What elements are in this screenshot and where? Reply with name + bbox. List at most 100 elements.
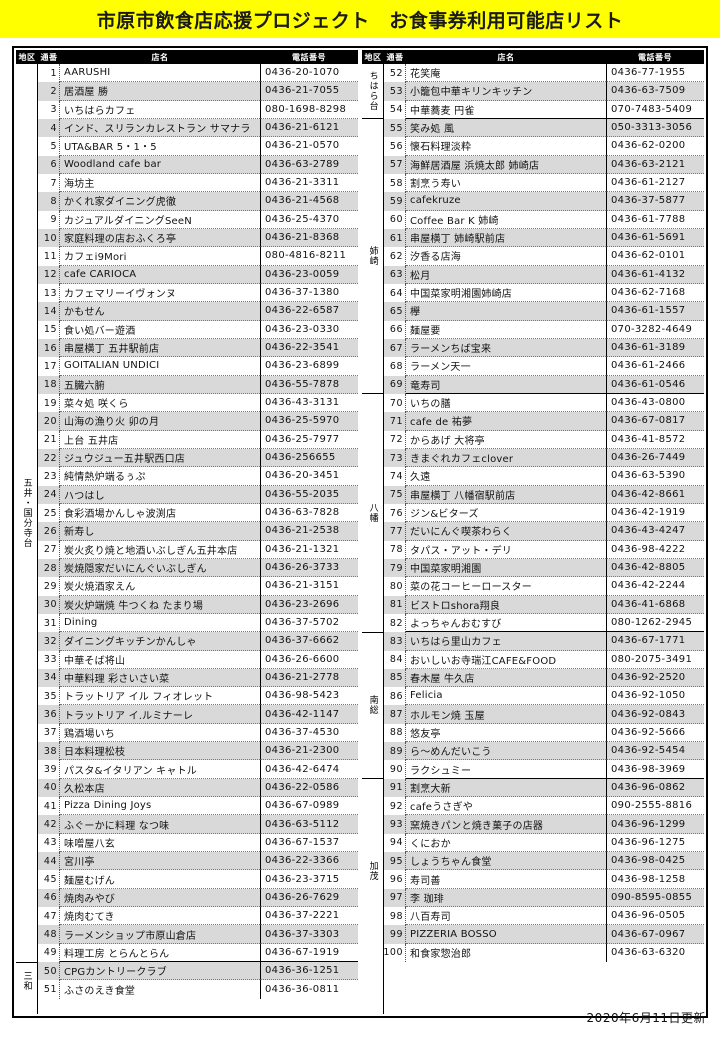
left-table: 地区 通番 店名 電話番号 五井・国分寺台 三和 1 AARUSHI 0436-20-…	[16, 50, 360, 1014]
row-shop-name: 麺屋むげん	[60, 870, 260, 889]
table-row: 86 Felicia 0436-92-1050	[384, 687, 704, 706]
row-phone: 0436-23-0059	[260, 265, 358, 284]
row-phone: 0436-37-1380	[260, 283, 358, 303]
table-row: 19 菜々処 咲くら 0436-43-3131	[38, 393, 358, 413]
row-number: 22	[38, 448, 60, 468]
table-row: 4 インド、スリランカレストラン サマナラ 0436-21-6121	[38, 118, 358, 138]
row-number: 77	[384, 522, 406, 541]
header-number: 通番	[386, 52, 404, 62]
table-row: 95 しょうちゃん食堂 0436-98-0425	[384, 852, 704, 871]
row-shop-name: 食い処バー遊酒	[60, 321, 260, 339]
row-shop-name: しょうちゃん食堂	[406, 852, 606, 871]
row-shop-name: 焼肉むてき	[60, 907, 260, 926]
row-phone: 0436-67-1537	[260, 833, 358, 853]
row-phone: 0436-21-8368	[260, 228, 358, 248]
row-phone: 0436-62-0200	[606, 137, 704, 156]
table-row: 20 山海の漁り火 卯の月 0436-25-5970	[38, 412, 358, 431]
row-phone: 0436-26-7449	[606, 448, 704, 468]
row-phone: 0436-42-1147	[260, 705, 358, 724]
row-shop-name: ラーメンショップ市原山倉店	[60, 925, 260, 944]
row-phone: 0436-21-4568	[260, 192, 358, 211]
row-number: 47	[38, 907, 60, 926]
row-phone: 0436-92-2520	[606, 668, 704, 688]
table-row: 60 Coffee Bar K 姉崎 0436-61-7788	[384, 210, 704, 229]
table-row: 37 鶏酒場いち 0436-37-4530	[38, 723, 358, 743]
row-number: 29	[38, 577, 60, 596]
updated-date: 2020年6月11日更新	[586, 1011, 706, 1025]
table-row: 32 ダイニングキッチンかんしゃ 0436-37-6662	[38, 632, 358, 651]
row-phone: 0436-41-6868	[606, 595, 704, 614]
row-phone: 0436-63-7828	[260, 503, 358, 523]
table-row: 100 和食家惣治郎 0436-63-6320	[383, 943, 704, 963]
table-row: 55 笑み処 風 050-3313-3056	[384, 118, 704, 138]
row-phone: 0436-63-5112	[260, 815, 358, 834]
row-phone: 0436-63-2789	[260, 155, 358, 174]
row-phone: 0436-22-3541	[260, 338, 358, 358]
row-phone: 0436-36-1251	[260, 962, 358, 981]
row-number: 42	[38, 815, 60, 834]
row-number: 21	[38, 430, 60, 449]
row-number: 23	[38, 467, 60, 486]
row-number: 84	[384, 650, 406, 669]
table-row: 7 海坊主 0436-21-3311	[38, 173, 358, 193]
row-phone: 0436-43-3131	[260, 393, 358, 413]
row-shop-name: 宮川亭	[60, 852, 260, 871]
row-number: 100	[383, 943, 406, 963]
row-shop-name: いちの膳	[406, 394, 606, 413]
row-shop-name: 料理工房 とらんとらん	[60, 944, 260, 963]
row-shop-name: 悠友亭	[406, 724, 606, 743]
table-row: 30 炭火炉端焼 牛つくね たまり場 0436-23-2696	[38, 595, 358, 614]
row-phone: 0436-22-6587	[260, 302, 358, 321]
row-number: 32	[38, 632, 60, 651]
row-shop-name: 李 珈琲	[406, 889, 606, 908]
row-shop-name: かもせん	[60, 302, 260, 321]
row-number: 39	[38, 760, 60, 779]
row-shop-name: CPGカントリークラブ	[60, 962, 260, 981]
table-row: 66 麺屋要 070-3282-4649	[384, 320, 704, 339]
table-row: 1 AARUSHI 0436-20-1070	[38, 64, 358, 83]
row-number: 6	[38, 155, 60, 174]
table-row: 78 タパス・アット・デリ 0436-98-4222	[384, 540, 704, 559]
row-number: 80	[384, 577, 406, 596]
table-row: 71 cafe de 祐夢 0436-67-0817	[384, 412, 704, 431]
row-shop-name: カフェマリーイヴォンヌ	[60, 284, 260, 303]
district-label-text: 姉崎	[367, 246, 378, 267]
row-phone: 0436-98-5423	[260, 687, 358, 706]
table-row: 16 串屋横丁 五井駅前店 0436-22-3541	[38, 338, 358, 358]
row-shop-name: だいにんぐ喫茶わらく	[406, 522, 606, 541]
row-phone: 0436-21-6121	[260, 118, 358, 138]
row-shop-name: 割烹う寿い	[406, 174, 606, 193]
row-phone: 0436-96-0862	[606, 778, 704, 798]
table-row: 10 家庭料理の店おふくろ亭 0436-21-8368	[38, 228, 358, 248]
table-row: 97 李 珈琲 090-8595-0855	[384, 888, 704, 908]
table-row: 58 割烹う寿い 0436-61-2127	[384, 173, 704, 193]
table-row: 64 中国菜家明湘園姉崎店 0436-62-7168	[384, 283, 704, 303]
row-phone: 0436-23-6899	[260, 357, 358, 376]
table-row: 45 麺屋むげん 0436-23-3715	[38, 870, 358, 889]
left-table-header: 地区 通番 店名 電話番号	[16, 50, 358, 64]
row-shop-name: 花笑庵	[406, 64, 606, 83]
district-label-text: 加茂	[367, 860, 378, 881]
row-shop-name: cafeうさぎや	[406, 797, 606, 816]
row-number: 9	[38, 210, 60, 229]
row-shop-name: いちはら里山カフェ	[406, 632, 606, 651]
table-row: 84 おいしいお寺瑞江CAFE&FOOD 080-2075-3491	[384, 650, 704, 669]
row-shop-name: トラットリア イ.ルミナーレ	[60, 705, 260, 724]
row-shop-name: 松月	[406, 266, 606, 284]
row-number: 95	[384, 852, 406, 871]
row-shop-name: 寿司善	[406, 870, 606, 889]
district-label: 八幡	[362, 394, 383, 633]
district-label-text: 八幡	[367, 502, 378, 523]
row-shop-name: 炭火炉端焼 牛つくね たまり場	[60, 596, 260, 614]
row-shop-name: カフェi9Mori	[60, 247, 260, 266]
row-number: 19	[38, 393, 60, 413]
table-row: 12 cafe CARIOCA 0436-23-0059	[38, 265, 358, 284]
row-shop-name: cafe de 祐夢	[406, 412, 606, 431]
row-number: 46	[38, 888, 60, 908]
row-number: 18	[38, 375, 60, 394]
row-number: 8	[38, 192, 60, 211]
row-shop-name: 和食家惣治郎	[410, 949, 472, 961]
table-row: 81 ビストロshora翔良 0436-41-6868	[384, 595, 704, 614]
row-phone: 0436-21-3311	[260, 173, 358, 193]
row-shop-name: 菜々処 咲くら	[60, 394, 260, 413]
